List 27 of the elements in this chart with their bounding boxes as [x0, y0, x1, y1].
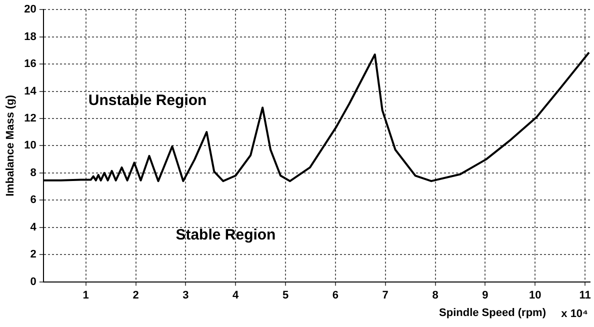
text: x 10⁴: [561, 308, 588, 320]
x-tick-label: 9: [482, 289, 488, 302]
x-tick-label: 4: [232, 289, 240, 302]
y-tick-label: 2: [30, 248, 36, 261]
x-tick-label: 11: [579, 289, 591, 302]
y-tick-label: 16: [24, 58, 36, 70]
y-axis-title: Imbalance Mass (g): [4, 94, 17, 196]
y-tick-label: 14: [24, 85, 38, 98]
x-tick-label: 7: [382, 289, 388, 302]
x-tick-label: 8: [432, 289, 438, 302]
y-tick-label: 4: [30, 221, 38, 234]
x-tick-label: 3: [182, 289, 189, 302]
annotation: Unstable Region: [88, 92, 207, 109]
y-tick-label: 8: [30, 166, 36, 179]
y-tick-label: 10: [24, 140, 36, 152]
y-tick-label: 18: [24, 30, 36, 43]
x-tick-label: 2: [132, 289, 139, 302]
x-tick-label: 5: [282, 289, 289, 302]
y-tick-label: 20: [24, 4, 36, 16]
x-tick-label: 6: [332, 289, 338, 302]
y-tick-label: 6: [30, 194, 36, 206]
x-tick-label: 1: [82, 289, 89, 302]
y-tick-label: 0: [30, 276, 36, 288]
y-tick-label: 12: [24, 112, 36, 125]
x-axis-title: Spindle Speed (rpm): [439, 306, 546, 319]
x-tick-label: 10: [528, 289, 542, 302]
annotation: Stable Region: [176, 226, 276, 244]
